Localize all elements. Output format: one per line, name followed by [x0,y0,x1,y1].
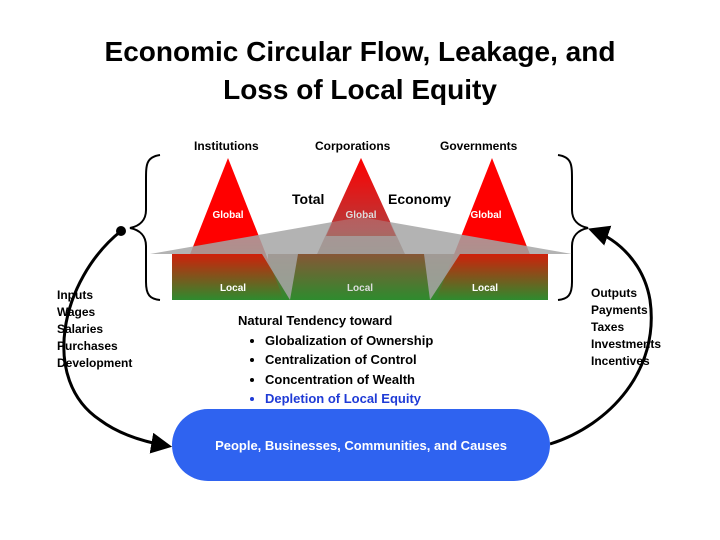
tendency-item: Centralization of Control [265,350,433,370]
tendency-item: Concentration of Wealth [265,370,433,390]
outputs-item: Taxes [591,319,661,336]
inputs-item: Salaries [57,321,132,338]
label-governments: Governments [440,139,517,153]
pyramid-governments [436,158,548,300]
local-label-governments: Local [465,283,505,294]
outputs-item: Payments [591,302,661,319]
inputs-item: Development [57,355,132,372]
local-label-institutions: Local [213,283,253,294]
inputs-item: Purchases [57,338,132,355]
label-corporations: Corporations [315,139,390,153]
outputs-item: Investments [591,336,661,353]
total-economy-word-1: Total [292,191,324,207]
inputs-item: Wages [57,304,132,321]
outputs-item: Outputs [591,285,661,302]
global-label-institutions: Global [208,210,248,221]
pyramid-institutions [172,158,284,300]
tendency-heading: Natural Tendency toward [238,311,433,331]
tendency-item: Globalization of Ownership [265,331,433,351]
left-brace [130,155,160,300]
tendency-block: Natural Tendency toward Globalization of… [238,311,433,409]
outputs-list: Outputs Payments Taxes Investments Incen… [591,285,661,370]
global-label-governments: Global [466,210,506,221]
inputs-list: Inputs Wages Salaries Purchases Developm… [57,287,132,372]
global-label-corporations: Global [341,210,381,221]
outputs-item: Incentives [591,353,661,370]
people-businesses-pill: People, Businesses, Communities, and Cau… [172,409,550,481]
label-institutions: Institutions [194,139,259,153]
total-economy-word-2: Economy [388,191,451,207]
tendency-item-highlight: Depletion of Local Equity [265,389,433,409]
local-label-corporations: Local [340,283,380,294]
right-brace [558,155,588,300]
tendency-list: Globalization of Ownership Centralizatio… [238,331,433,409]
inputs-item: Inputs [57,287,132,304]
